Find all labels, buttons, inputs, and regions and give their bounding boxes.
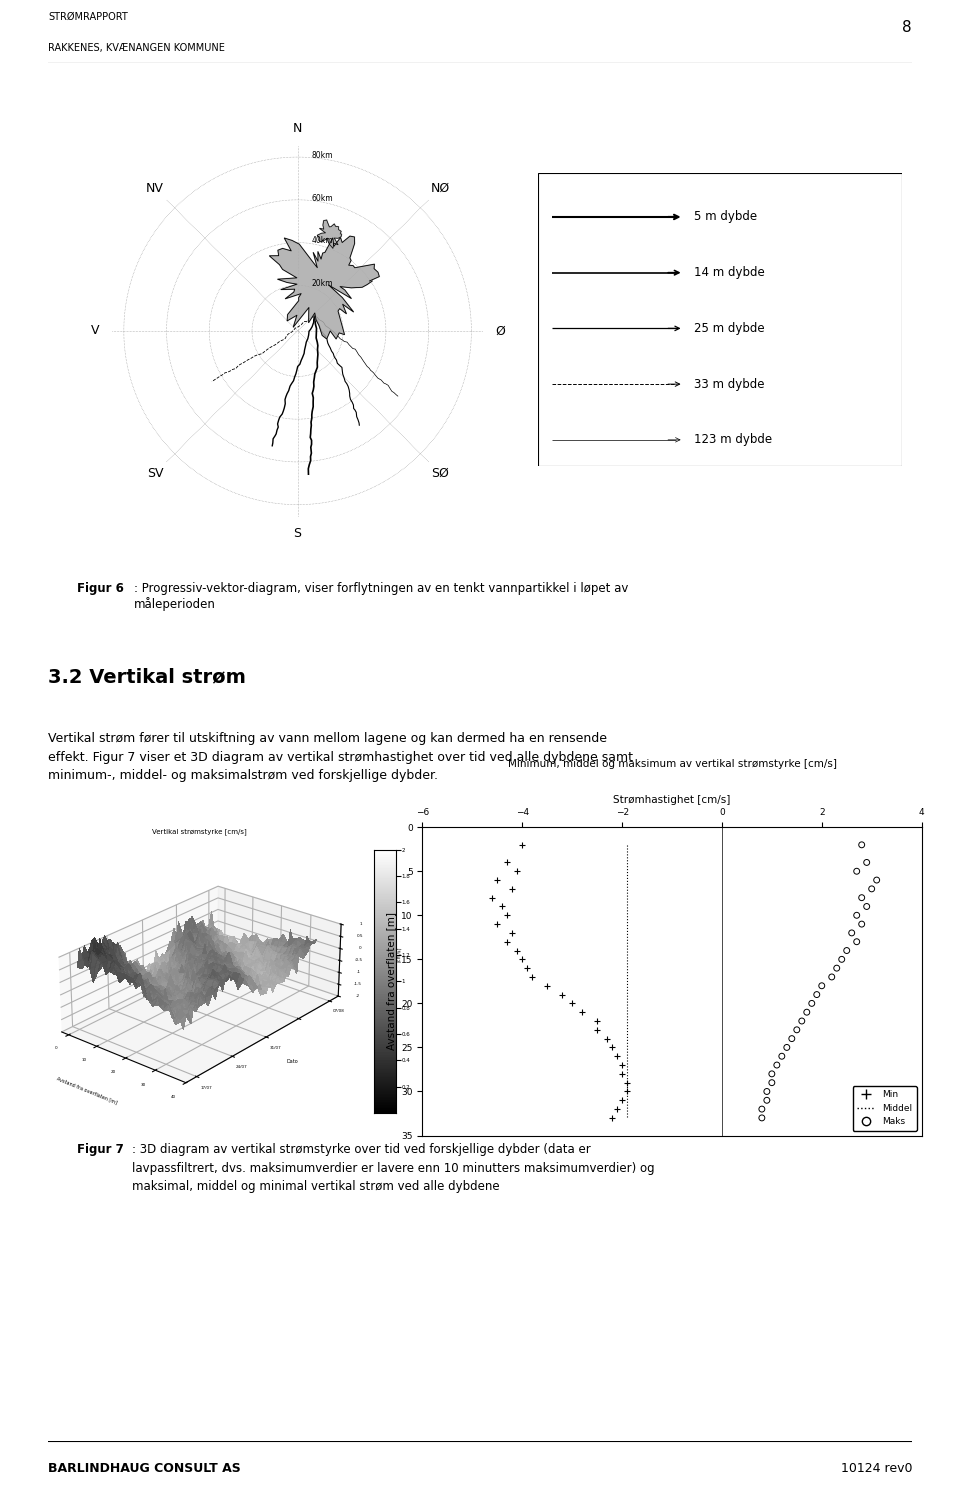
- Text: STRØMRAPPORT: STRØMRAPPORT: [48, 12, 128, 21]
- Point: [510, 938, 525, 963]
- Point: [759, 1089, 775, 1113]
- Point: [524, 966, 540, 990]
- Point: [755, 1096, 770, 1120]
- Point: [789, 1018, 804, 1042]
- Text: 40km: 40km: [312, 236, 333, 245]
- Point: [844, 920, 859, 945]
- Point: [614, 1089, 630, 1113]
- Y-axis label: Avstand fra overflaten [m]: Avstand fra overflaten [m]: [386, 913, 396, 1050]
- Text: Ø: Ø: [495, 325, 505, 337]
- Y-axis label: Dato: Dato: [286, 1059, 298, 1063]
- Point: [809, 982, 825, 1006]
- Point: [859, 850, 875, 874]
- Text: SV: SV: [147, 466, 163, 480]
- Text: 10124 rev0: 10124 rev0: [841, 1462, 912, 1475]
- Point: [804, 991, 820, 1015]
- Point: [589, 1009, 605, 1033]
- Point: [814, 973, 829, 997]
- Text: V: V: [91, 325, 100, 337]
- Point: [515, 948, 530, 972]
- Point: [605, 1035, 620, 1059]
- Text: 123 m dybde: 123 m dybde: [694, 433, 773, 447]
- Legend: Min, Middel, Maks: Min, Middel, Maks: [852, 1086, 917, 1131]
- Point: [499, 904, 515, 928]
- Point: [834, 948, 850, 972]
- Point: [490, 911, 505, 935]
- Point: [854, 833, 870, 857]
- Point: [610, 1044, 625, 1068]
- Text: NØ: NØ: [430, 182, 449, 196]
- Text: Vertikal strøm fører til utskiftning av vann mellom lagene og kan dermed ha en r: Vertikal strøm fører til utskiftning av …: [48, 732, 633, 782]
- Point: [755, 1105, 770, 1130]
- Polygon shape: [317, 220, 342, 248]
- Text: 5 m dybde: 5 m dybde: [694, 211, 757, 224]
- Point: [829, 957, 845, 981]
- Polygon shape: [270, 236, 379, 338]
- Text: RAKKENES, KVÆNANGEN KOMMUNE: RAKKENES, KVÆNANGEN KOMMUNE: [48, 42, 225, 53]
- Point: [780, 1035, 795, 1059]
- Point: [499, 850, 515, 874]
- Point: [614, 1062, 630, 1086]
- Point: [619, 1080, 635, 1104]
- Text: S: S: [294, 526, 301, 540]
- Point: [564, 991, 580, 1015]
- Point: [854, 886, 870, 910]
- Text: 3.2 Vertikal strøm: 3.2 Vertikal strøm: [48, 668, 246, 687]
- X-axis label: Strømhastighet [cm/s]: Strømhastighet [cm/s]: [613, 796, 731, 805]
- Point: [555, 982, 570, 1006]
- Text: 33 m dybde: 33 m dybde: [694, 378, 765, 391]
- Text: 60km: 60km: [312, 194, 333, 203]
- Text: : 3D diagram av vertikal strømstyrke over tid ved forskjellige dybder (data er
l: : 3D diagram av vertikal strømstyrke ove…: [132, 1143, 655, 1193]
- Point: [759, 1080, 775, 1104]
- Point: [849, 859, 864, 883]
- Point: [505, 920, 520, 945]
- Point: [824, 966, 839, 990]
- Point: [510, 859, 525, 883]
- X-axis label: Avstand fra overflaten [m]: Avstand fra overflaten [m]: [57, 1075, 118, 1105]
- Point: [794, 1009, 809, 1033]
- Point: [519, 957, 535, 981]
- Text: : Progressiv-vektor-diagram, viser forflytningen av en tenkt vannpartikkel i løp: : Progressiv-vektor-diagram, viser forfl…: [134, 582, 629, 611]
- Text: BARLINDHAUG CONSULT AS: BARLINDHAUG CONSULT AS: [48, 1462, 241, 1475]
- Point: [574, 1000, 589, 1024]
- Point: [799, 1000, 814, 1024]
- Title: Vertikal strømstyrke [cm/s]: Vertikal strømstyrke [cm/s]: [152, 829, 247, 835]
- Point: [599, 1027, 614, 1051]
- Title: Minimum, middel og maksimum av vertikal strømstyrke [cm/s]: Minimum, middel og maksimum av vertikal …: [508, 760, 836, 769]
- Point: [839, 938, 854, 963]
- Point: [864, 877, 879, 901]
- Point: [774, 1044, 789, 1068]
- Point: [605, 1105, 620, 1130]
- Point: [515, 833, 530, 857]
- Point: [859, 895, 875, 919]
- Text: 8: 8: [902, 21, 912, 36]
- Point: [849, 904, 864, 928]
- Text: 20km: 20km: [312, 280, 333, 289]
- Point: [854, 911, 870, 935]
- Point: [614, 1053, 630, 1077]
- Text: Figur 6: Figur 6: [77, 582, 124, 596]
- Point: [619, 1071, 635, 1095]
- Point: [784, 1027, 800, 1051]
- Point: [764, 1062, 780, 1086]
- Point: [769, 1053, 784, 1077]
- Point: [610, 1096, 625, 1120]
- Text: 80km: 80km: [312, 150, 333, 159]
- Text: N: N: [293, 122, 302, 135]
- Text: 14 m dybde: 14 m dybde: [694, 266, 765, 280]
- Point: [499, 929, 515, 954]
- Point: [505, 877, 520, 901]
- Point: [589, 1018, 605, 1042]
- Point: [849, 929, 864, 954]
- Point: [540, 973, 555, 997]
- Text: 25 m dybde: 25 m dybde: [694, 322, 765, 335]
- Text: Figur 7: Figur 7: [77, 1143, 124, 1157]
- Point: [490, 868, 505, 892]
- Text: SØ: SØ: [431, 466, 449, 480]
- Point: [764, 1071, 780, 1095]
- Point: [869, 868, 884, 892]
- Point: [485, 886, 500, 910]
- Text: NV: NV: [146, 182, 164, 196]
- Point: [494, 895, 510, 919]
